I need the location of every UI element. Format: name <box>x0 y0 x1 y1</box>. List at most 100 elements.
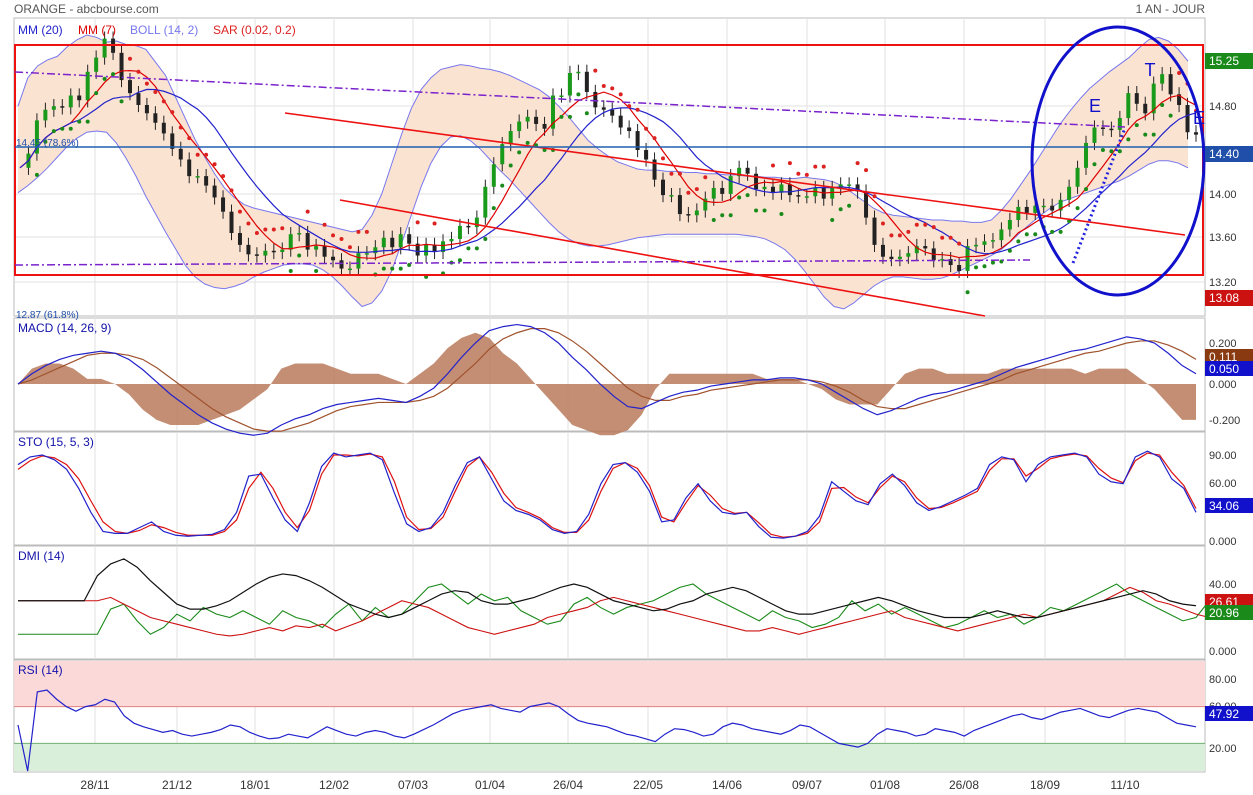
candle-body <box>694 210 699 216</box>
candle-body <box>720 187 725 194</box>
sar-dot <box>119 99 124 104</box>
sar-dot <box>161 99 166 104</box>
candle-body <box>830 187 835 199</box>
pattern-label: E <box>1193 108 1205 128</box>
sar-dot <box>314 268 319 273</box>
candle-body <box>965 246 970 271</box>
candle-body <box>1084 142 1089 168</box>
candle-body <box>1194 132 1198 135</box>
indicator-badge-value: 34.06 <box>1209 499 1239 513</box>
candle-body <box>144 104 149 114</box>
candle-body <box>237 233 242 245</box>
candle-body <box>94 57 99 72</box>
sar-dot <box>923 222 928 227</box>
sar-dot <box>1151 132 1156 137</box>
sar-dot <box>170 110 175 115</box>
sto-d-line <box>17 452 1197 538</box>
candle-body <box>1185 104 1190 133</box>
indicator-badge-value: 47.92 <box>1209 707 1239 721</box>
panel-frame-3 <box>13 545 1206 660</box>
x-tick-label: 01/04 <box>475 778 505 792</box>
indicator-label: DMI (14) <box>18 549 65 563</box>
sar-dot <box>686 190 691 195</box>
sar-dot <box>889 233 894 238</box>
sar-dot <box>77 119 82 124</box>
candle-body <box>1168 74 1173 95</box>
candle-body <box>1016 206 1021 220</box>
sar-dot <box>432 221 437 226</box>
sar-dot <box>356 229 361 234</box>
sar-dot <box>187 136 192 141</box>
candle-body <box>762 186 767 190</box>
candle-body <box>872 217 877 245</box>
candle-body <box>745 167 750 174</box>
price-tick-label: 14.80 <box>1209 101 1237 113</box>
candle-body <box>297 233 302 235</box>
sar-dot <box>737 195 742 200</box>
candle-body <box>347 268 352 271</box>
candle-body <box>542 123 547 129</box>
dashdot-lower <box>14 259 1031 266</box>
candle-body <box>1075 167 1080 187</box>
candle-body <box>669 195 674 197</box>
period-label: 1 AN - JOUR <box>1135 2 1205 16</box>
sar-dot <box>1134 123 1139 128</box>
fib-label: 12.87 (61.8%) <box>16 310 79 321</box>
sar-dot <box>957 241 962 246</box>
ma20-line <box>19 88 1197 255</box>
candle-body <box>1177 94 1182 105</box>
sar-dot <box>1177 70 1182 75</box>
sar-dot <box>1143 132 1148 137</box>
candle-body <box>957 265 962 271</box>
sar-dot <box>644 126 649 131</box>
candle-body <box>1126 93 1131 119</box>
candle-body <box>737 167 742 177</box>
indicator-badge-value: 0.050 <box>1209 362 1239 376</box>
sar-dot <box>754 208 759 213</box>
sar-dot <box>872 194 877 199</box>
sar-dot <box>593 68 598 73</box>
candle-body <box>474 217 479 228</box>
candle-body <box>906 253 911 257</box>
sar-dot <box>770 163 775 168</box>
candle-body <box>711 187 716 199</box>
sar-dot <box>474 246 479 251</box>
candle-body <box>500 144 505 165</box>
sar-dot <box>288 268 293 273</box>
x-tick-label: 22/05 <box>633 778 663 792</box>
sar-dot <box>1016 239 1021 244</box>
sar-dot <box>974 265 979 270</box>
candle-body <box>34 120 39 154</box>
candle-body <box>525 116 530 122</box>
bollinger-upper <box>17 34 1189 233</box>
candle-body <box>1024 206 1029 213</box>
sar-dot <box>204 152 209 157</box>
sto-k-line <box>17 450 1197 539</box>
candle-body <box>339 260 344 269</box>
candle-body <box>381 237 386 248</box>
candle-body <box>449 238 454 242</box>
candle-body <box>1151 83 1156 114</box>
sar-dot <box>364 229 369 234</box>
candle-body <box>280 249 285 252</box>
sar-dot <box>60 126 65 131</box>
bollinger-fill <box>18 35 1188 309</box>
sar-dot <box>855 161 860 166</box>
candle-body <box>1143 103 1148 114</box>
sar-dot <box>567 114 572 119</box>
candle-body <box>457 225 462 239</box>
candle-body <box>102 38 107 58</box>
candle-body <box>77 95 82 101</box>
indicator-tick-label: -0.200 <box>1209 415 1240 427</box>
price-tick-label: 13.20 <box>1209 277 1237 289</box>
candle-body <box>982 241 987 245</box>
x-tick-label: 18/09 <box>1030 778 1060 792</box>
rsi-line <box>17 689 1197 772</box>
sar-dot <box>813 164 818 169</box>
sar-dot <box>1033 232 1038 237</box>
candle-body <box>119 52 124 81</box>
sar-dot <box>195 152 200 157</box>
sar-dot <box>51 129 56 134</box>
candle-body <box>635 131 640 151</box>
candle-body <box>1092 127 1097 143</box>
